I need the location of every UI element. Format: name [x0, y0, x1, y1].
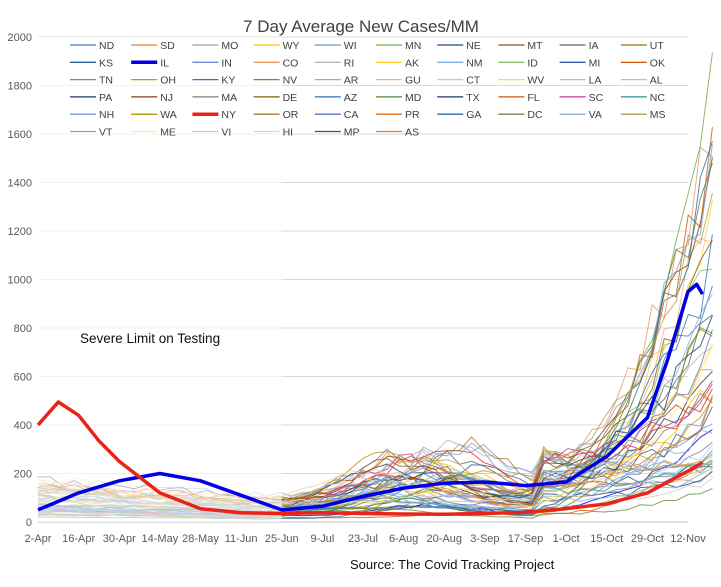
legend-label: OK: [650, 57, 665, 69]
legend-label: WI: [344, 40, 357, 52]
x-tick-label: 14-May: [142, 533, 179, 545]
legend-label: AS: [405, 127, 419, 139]
legend-label: ND: [99, 40, 115, 52]
legend-label: SC: [589, 92, 604, 104]
x-tick-label: 12-Nov: [670, 533, 706, 545]
y-tick-label: 200: [14, 469, 32, 481]
source-text: Source: The Covid Tracking Project: [350, 557, 555, 572]
x-tick-label: 20-Aug: [427, 533, 462, 545]
legend-label: SD: [160, 40, 175, 52]
legend-label: LA: [589, 75, 602, 87]
legend-label: HI: [283, 127, 294, 139]
legend-label: CT: [466, 75, 481, 87]
y-tick-label: 1600: [8, 129, 32, 141]
legend-label: RI: [344, 57, 355, 69]
legend-label: OH: [160, 75, 176, 87]
x-tick-label: 17-Sep: [508, 533, 543, 545]
y-tick-label: 1000: [8, 275, 32, 287]
legend-label: TX: [466, 92, 479, 104]
legend-label: WA: [160, 109, 177, 121]
legend-label: MD: [405, 92, 422, 104]
legend-label: NV: [283, 75, 298, 87]
x-axis: 2-Apr 16-Apr 30-Apr 14-May 28-May 11-Jun 25-Ju…: [25, 533, 707, 545]
legend-label: IA: [589, 40, 599, 52]
annotation-text: Severe Limit on Testing: [80, 331, 220, 346]
x-tick-label: 6-Aug: [389, 533, 418, 545]
legend-label: MA: [221, 92, 237, 104]
y-tick-label: 2000: [8, 32, 32, 44]
legend-label: KS: [99, 57, 113, 69]
y-axis: 0 200 400 600 800 1000 1200 1400 1600 1800 2000: [8, 32, 32, 529]
legend-label: AR: [344, 75, 359, 87]
x-tick-label: 2-Apr: [25, 533, 52, 545]
legend-label: WY: [283, 40, 300, 52]
legend-label: NM: [466, 57, 482, 69]
legend-label: GA: [466, 109, 481, 121]
legend-label: VT: [99, 127, 113, 139]
x-tick-label: 28-May: [182, 533, 219, 545]
x-tick-label: 25-Jun: [265, 533, 299, 545]
legend-label: AL: [650, 75, 663, 87]
y-tick-label: 1800: [8, 81, 32, 93]
x-tick-label: 1-Oct: [553, 533, 580, 545]
legend: ND SD MO WY WI MN NE MT IA UT KS IL IN CO RI AK NM ID MI OK…: [70, 40, 666, 139]
legend-label: NH: [99, 109, 114, 121]
legend-label: NC: [650, 92, 666, 104]
legend-label: AK: [405, 57, 419, 69]
legend-label: MP: [344, 127, 360, 139]
x-tick-label: 30-Apr: [103, 533, 136, 545]
legend-label: PR: [405, 109, 420, 121]
legend-label: AZ: [344, 92, 358, 104]
highlighted-series-group: [36, 282, 705, 516]
legend-label: GU: [405, 75, 421, 87]
legend-label: MT: [527, 40, 543, 52]
legend-label: VA: [589, 109, 602, 121]
legend-label: ME: [160, 127, 176, 139]
legend-label: NE: [466, 40, 481, 52]
x-tick-label: 11-Jun: [225, 533, 258, 545]
legend-label: MS: [650, 109, 666, 121]
legend-label: CO: [283, 57, 299, 69]
y-tick-label: 1400: [8, 178, 32, 190]
legend-label: ID: [527, 57, 538, 69]
legend-label: CA: [344, 109, 359, 121]
legend-label: VI: [221, 127, 231, 139]
legend-label: MO: [221, 40, 238, 52]
x-tick-label: 16-Apr: [62, 533, 95, 545]
y-tick-label: 600: [14, 372, 32, 384]
legend-label: FL: [527, 92, 539, 104]
x-tick-label: 9-Jul: [310, 533, 334, 545]
y-tick-label: 400: [14, 420, 32, 432]
series-line-il: [37, 282, 705, 512]
series-line-ny: [36, 400, 704, 516]
y-tick-label: 0: [26, 517, 32, 529]
y-tick-label: 1200: [8, 226, 32, 238]
x-tick-label: 29-Oct: [631, 533, 664, 545]
y-tick-label: 800: [14, 323, 32, 335]
legend-label: UT: [650, 40, 665, 52]
legend-label: TN: [99, 75, 113, 87]
legend-label: NJ: [160, 92, 173, 104]
legend-label: DE: [283, 92, 298, 104]
chart-title: 7 Day Average New Cases/MM: [243, 17, 479, 36]
legend-label: NY: [221, 109, 236, 121]
legend-label: KY: [221, 75, 235, 87]
testing-limit-shade: [38, 37, 282, 522]
legend-label: PA: [99, 92, 112, 104]
legend-label: IN: [221, 57, 232, 69]
legend-label: MN: [405, 40, 421, 52]
legend-label: MI: [589, 57, 601, 69]
legend-label: DC: [527, 109, 543, 121]
x-tick-label: 23-Jul: [348, 533, 378, 545]
legend-label: OR: [283, 109, 299, 121]
x-tick-label: 15-Oct: [590, 533, 623, 545]
legend-label: IL: [160, 57, 169, 69]
x-tick-label: 3-Sep: [470, 533, 499, 545]
legend-label: WV: [527, 75, 544, 87]
